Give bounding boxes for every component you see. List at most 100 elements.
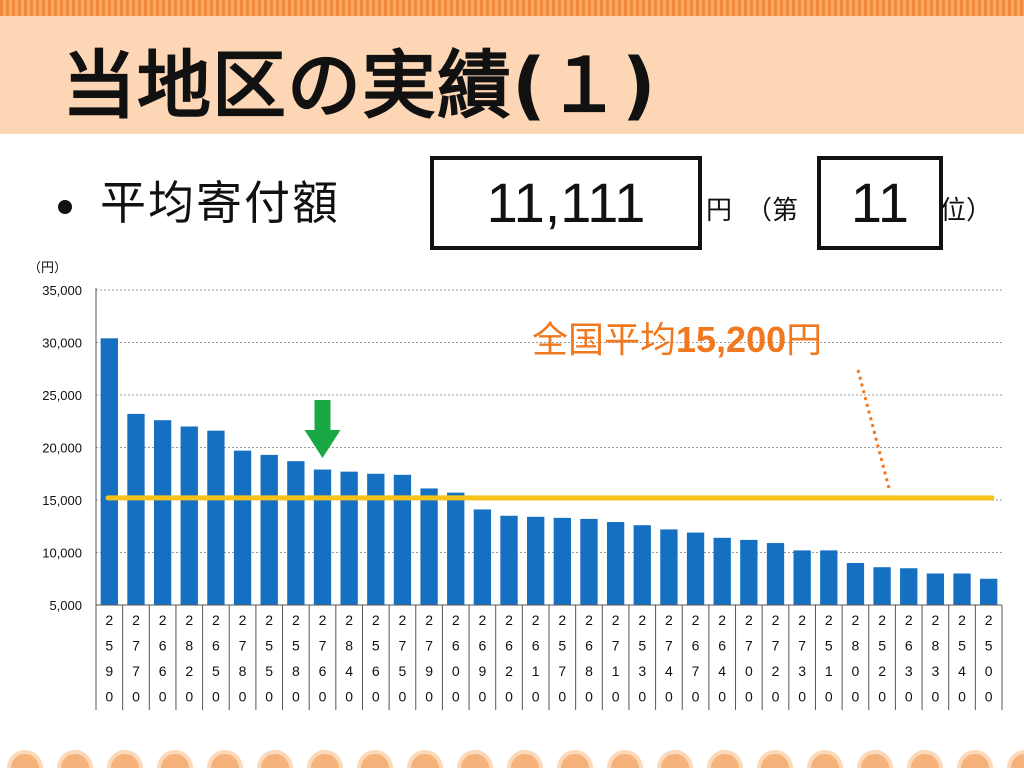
category-digit: 0 [878, 689, 886, 705]
bar-2750 [393, 474, 412, 605]
category-digit: 0 [718, 689, 726, 705]
bar-2700 [740, 539, 758, 605]
category-digit: 6 [452, 638, 460, 654]
category-digit: 0 [532, 689, 540, 705]
category-digit: 4 [665, 663, 673, 679]
average-value-box: 11,111 [430, 156, 702, 250]
down-arrow-icon [304, 400, 341, 458]
category-label-2760: 2 7 6 0 [319, 612, 327, 705]
bar-2680 [580, 518, 598, 605]
category-label-2840: 2 8 4 0 [345, 612, 353, 705]
bullet-average-donation: 平均寄付額 [58, 158, 338, 248]
bar-chart: 5,000 10,000 15,000 20,000 25,000 30,000 35,00… [28, 260, 1003, 710]
category-digit: 0 [638, 689, 646, 705]
category-digit: 2 [692, 612, 700, 628]
category-digit: 2 [399, 612, 407, 628]
category-digit: 7 [798, 638, 806, 654]
national-average-annotation: 全国平均15,200円 [532, 319, 822, 361]
category-digit: 1 [825, 663, 833, 679]
category-digit: 0 [212, 689, 220, 705]
category-digit: 2 [185, 663, 193, 679]
category-digit: 2 [558, 612, 566, 628]
bottom-decorative-border [0, 736, 1024, 768]
category-digit: 2 [372, 612, 380, 628]
category-digit: 5 [212, 663, 220, 679]
category-digit: 7 [772, 638, 780, 654]
bar-2780 [233, 450, 252, 605]
category-digit: 2 [905, 612, 913, 628]
category-digit: 0 [478, 689, 486, 705]
category-digit: 0 [105, 689, 113, 705]
category-label-2690: 2 6 9 0 [478, 612, 486, 705]
category-digit: 2 [745, 612, 753, 628]
category-label-2510: 2 5 1 0 [825, 612, 833, 705]
y-tick-label: 30,000 [42, 336, 82, 351]
annotation-suffix: 円 [786, 320, 822, 361]
reference-line-group: 全国平均15,200円 [105, 319, 995, 501]
category-label-2790: 2 7 9 0 [425, 612, 433, 705]
category-label-2520: 2 5 2 0 [878, 612, 886, 705]
category-digit: 2 [239, 612, 247, 628]
rank-value-box: 11 [817, 156, 943, 250]
category-label-2800: 2 8 0 0 [852, 612, 860, 705]
category-digit: 0 [292, 689, 300, 705]
category-digit: 8 [239, 663, 247, 679]
category-digit: 2 [985, 612, 993, 628]
bar-2590 [100, 338, 118, 605]
bar-2530 [633, 525, 651, 605]
bar-2570 [553, 517, 571, 605]
bar-2720 [766, 543, 785, 605]
category-label-2670: 2 6 7 0 [692, 612, 700, 705]
category-digit: 8 [345, 638, 353, 654]
bar-2840 [340, 471, 358, 605]
bar-2690 [473, 509, 492, 605]
category-digit: 8 [931, 638, 939, 654]
category-digit: 3 [638, 663, 646, 679]
category-digit: 8 [852, 638, 860, 654]
bullet-label: 平均寄付額 [100, 176, 340, 230]
category-digit: 0 [852, 689, 860, 705]
category-digit: 2 [665, 612, 673, 628]
category-label-2550: 2 5 5 0 [265, 612, 273, 705]
category-label-2780: 2 7 8 0 [239, 612, 247, 705]
category-digit: 6 [505, 638, 513, 654]
category-digit: 2 [585, 612, 593, 628]
category-digit: 2 [825, 612, 833, 628]
bar-2730 [793, 550, 811, 605]
category-digit: 0 [665, 689, 673, 705]
category-label-2630: 2 6 3 0 [905, 612, 913, 705]
bar-2820 [180, 426, 198, 605]
bar-2710 [606, 522, 625, 605]
category-digit: 2 [798, 612, 806, 628]
category-digit: 0 [772, 689, 780, 705]
category-digit: 2 [425, 612, 433, 628]
bar-2600 [447, 492, 465, 605]
category-digit: 6 [718, 638, 726, 654]
bar-2660 [153, 420, 172, 605]
category-digit: 8 [292, 663, 300, 679]
category-digit: 2 [212, 612, 220, 628]
category-digit: 3 [798, 663, 806, 679]
category-digit: 2 [185, 612, 193, 628]
unit-label: 円 [706, 196, 733, 226]
category-digit: 5 [265, 663, 273, 679]
annotation-leader-line [856, 369, 892, 493]
category-digit: 0 [319, 689, 327, 705]
category-label-2770: 2 7 7 0 [132, 612, 140, 705]
category-label-2540: 2 5 4 0 [958, 612, 966, 705]
category-digit: 2 [132, 612, 140, 628]
category-digit: 2 [159, 612, 167, 628]
bar-2740 [660, 529, 678, 605]
bar-2640 [713, 537, 731, 605]
category-digit: 6 [212, 638, 220, 654]
category-digit: 2 [478, 612, 486, 628]
y-tick-label: 35,000 [42, 283, 82, 298]
category-label-2530: 2 5 3 0 [638, 612, 646, 705]
category-label-2820: 2 8 2 0 [185, 612, 193, 705]
bar-2620 [500, 515, 518, 605]
y-axis-ticks: 5,000 10,000 15,000 20,000 25,000 30,000 35,00… [42, 283, 82, 613]
category-digit: 2 [532, 612, 540, 628]
category-digit: 0 [265, 689, 273, 705]
category-digit: 0 [985, 689, 993, 705]
category-digit: 0 [852, 663, 860, 679]
